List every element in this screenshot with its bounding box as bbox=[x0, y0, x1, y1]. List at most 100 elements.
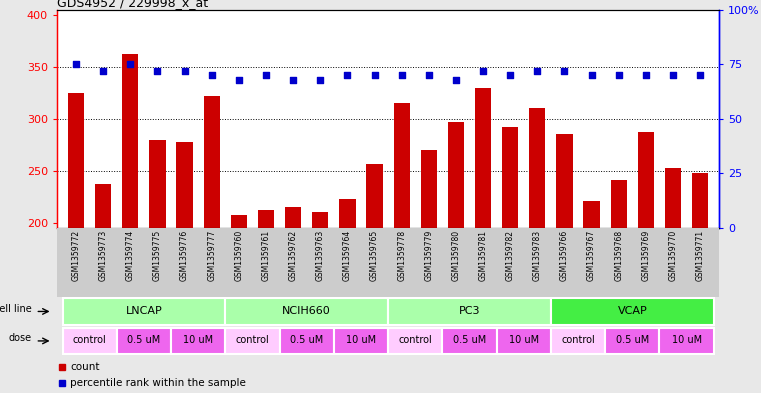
Point bbox=[667, 72, 679, 78]
Text: GSM1359763: GSM1359763 bbox=[316, 230, 325, 281]
Text: LNCAP: LNCAP bbox=[126, 306, 162, 316]
Bar bbox=[334, 328, 388, 354]
Text: GSM1359771: GSM1359771 bbox=[696, 230, 705, 281]
Bar bbox=[421, 150, 437, 228]
Bar bbox=[339, 199, 355, 228]
Bar bbox=[660, 328, 714, 354]
Text: NCIH660: NCIH660 bbox=[282, 306, 331, 316]
Point bbox=[260, 72, 272, 78]
Text: control: control bbox=[73, 335, 107, 345]
Point bbox=[559, 68, 571, 74]
Point bbox=[205, 72, 218, 78]
Text: GSM1359780: GSM1359780 bbox=[451, 230, 460, 281]
Point bbox=[70, 61, 82, 68]
Text: GSM1359782: GSM1359782 bbox=[506, 230, 514, 281]
Bar bbox=[177, 142, 193, 228]
Bar bbox=[551, 328, 605, 354]
Bar bbox=[388, 298, 551, 325]
Bar bbox=[665, 168, 681, 228]
Text: GSM1359764: GSM1359764 bbox=[343, 230, 352, 281]
Text: GSM1359774: GSM1359774 bbox=[126, 230, 135, 281]
Bar bbox=[366, 163, 383, 228]
Bar bbox=[62, 328, 116, 354]
Bar bbox=[393, 103, 410, 228]
Text: 10 uM: 10 uM bbox=[671, 335, 702, 345]
Bar bbox=[388, 328, 442, 354]
Bar bbox=[692, 173, 708, 228]
Point bbox=[531, 68, 543, 74]
Point bbox=[613, 72, 625, 78]
Text: 0.5 uM: 0.5 uM bbox=[127, 335, 161, 345]
Text: GSM1359769: GSM1359769 bbox=[642, 230, 651, 281]
Bar bbox=[497, 328, 551, 354]
Bar bbox=[285, 207, 301, 228]
Bar bbox=[610, 180, 627, 228]
Text: 10 uM: 10 uM bbox=[508, 335, 539, 345]
Point bbox=[368, 72, 380, 78]
Text: GSM1359778: GSM1359778 bbox=[397, 230, 406, 281]
Bar bbox=[123, 55, 139, 228]
Text: GSM1359761: GSM1359761 bbox=[262, 230, 270, 281]
Point bbox=[314, 77, 326, 83]
Text: GSM1359760: GSM1359760 bbox=[234, 230, 244, 281]
Point bbox=[179, 68, 191, 74]
Bar bbox=[225, 328, 279, 354]
Text: control: control bbox=[236, 335, 269, 345]
Text: 10 uM: 10 uM bbox=[183, 335, 213, 345]
Text: VCAP: VCAP bbox=[617, 306, 647, 316]
Bar bbox=[258, 210, 274, 228]
Text: GSM1359777: GSM1359777 bbox=[207, 230, 216, 281]
Bar bbox=[116, 328, 171, 354]
Text: GSM1359779: GSM1359779 bbox=[425, 230, 433, 281]
Bar bbox=[204, 96, 220, 228]
Bar bbox=[279, 328, 334, 354]
Bar bbox=[171, 328, 225, 354]
Bar bbox=[638, 132, 654, 228]
Text: PC3: PC3 bbox=[459, 306, 480, 316]
Point bbox=[124, 61, 136, 68]
Bar bbox=[605, 328, 660, 354]
Bar bbox=[442, 328, 497, 354]
Point bbox=[151, 68, 164, 74]
Bar bbox=[95, 184, 111, 228]
Point bbox=[504, 72, 516, 78]
Text: GSM1359783: GSM1359783 bbox=[533, 230, 542, 281]
Text: GSM1359775: GSM1359775 bbox=[153, 230, 162, 281]
Point bbox=[477, 68, 489, 74]
Text: GDS4952 / 229998_x_at: GDS4952 / 229998_x_at bbox=[57, 0, 209, 9]
Bar bbox=[231, 215, 247, 228]
Text: percentile rank within the sample: percentile rank within the sample bbox=[70, 378, 247, 387]
Point bbox=[585, 72, 597, 78]
Point bbox=[422, 72, 435, 78]
Text: dose: dose bbox=[8, 333, 31, 343]
Point bbox=[97, 68, 110, 74]
Bar bbox=[68, 93, 84, 228]
Text: GSM1359766: GSM1359766 bbox=[560, 230, 569, 281]
Text: 0.5 uM: 0.5 uM bbox=[453, 335, 486, 345]
Bar bbox=[312, 212, 329, 228]
Point bbox=[450, 77, 462, 83]
Bar bbox=[149, 140, 166, 228]
Point bbox=[233, 77, 245, 83]
Text: GSM1359773: GSM1359773 bbox=[99, 230, 108, 281]
Text: GSM1359772: GSM1359772 bbox=[72, 230, 81, 281]
Bar bbox=[556, 134, 572, 228]
Point bbox=[640, 72, 652, 78]
Text: 10 uM: 10 uM bbox=[346, 335, 376, 345]
Text: GSM1359767: GSM1359767 bbox=[587, 230, 596, 281]
Point bbox=[396, 72, 408, 78]
Text: GSM1359765: GSM1359765 bbox=[370, 230, 379, 281]
Text: control: control bbox=[398, 335, 432, 345]
Text: GSM1359762: GSM1359762 bbox=[288, 230, 298, 281]
Text: GSM1359781: GSM1359781 bbox=[479, 230, 488, 281]
Text: control: control bbox=[561, 335, 595, 345]
Bar bbox=[475, 88, 491, 228]
Bar bbox=[584, 201, 600, 228]
Text: GSM1359768: GSM1359768 bbox=[614, 230, 623, 281]
Text: count: count bbox=[70, 362, 100, 372]
Bar bbox=[529, 108, 546, 228]
Text: 0.5 uM: 0.5 uM bbox=[616, 335, 649, 345]
Text: GSM1359776: GSM1359776 bbox=[180, 230, 189, 281]
Point bbox=[694, 72, 706, 78]
Text: 0.5 uM: 0.5 uM bbox=[290, 335, 323, 345]
